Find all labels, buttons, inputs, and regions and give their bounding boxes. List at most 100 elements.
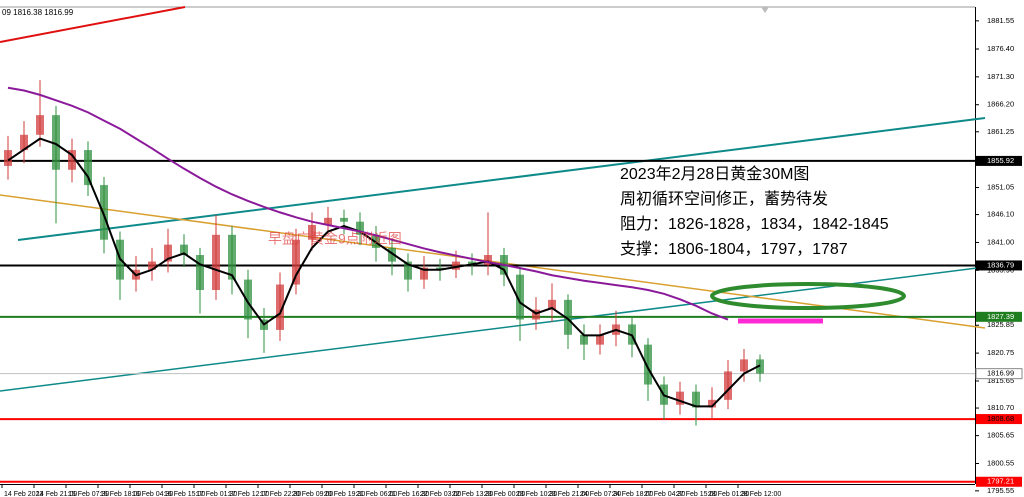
candle-body <box>548 299 556 310</box>
x-tick-label: 23 Feb 00:00 <box>484 491 525 497</box>
candle-body <box>308 224 316 240</box>
candle-body <box>36 115 44 135</box>
y-tick-label: 1810.70 <box>987 403 1014 412</box>
trend-line <box>0 6 186 43</box>
y-tick-label: 1861.25 <box>987 127 1014 136</box>
y-tick-label: 1825.85 <box>987 320 1014 329</box>
candle-body <box>388 247 396 262</box>
channel-line <box>0 266 986 392</box>
price-level-label: 1808.68 <box>987 414 1014 423</box>
price-level-tag <box>976 414 1022 425</box>
y-tick-label: 1795.55 <box>987 486 1014 495</box>
x-tick-label: 14 Feb 21:00 <box>36 491 77 497</box>
candle-body <box>516 274 524 320</box>
candle-body <box>68 150 76 170</box>
x-tick-label: 24 Feb 18:00 <box>612 491 653 497</box>
x-tick-label: 27 Feb 04:30 <box>644 491 685 497</box>
price-level-label: 1855.92 <box>987 156 1014 165</box>
x-tick-label: 23 Feb 10:30 <box>516 491 557 497</box>
x-tick-label: 20 Feb 09:00 <box>292 491 333 497</box>
shift-marker <box>761 7 769 13</box>
candle-body <box>212 234 220 290</box>
price-level-tag <box>976 311 1022 322</box>
plot <box>0 80 975 483</box>
candle-body <box>484 255 492 265</box>
x-tick-label: 20 Feb 19:30 <box>324 491 365 497</box>
candle-body <box>4 150 12 166</box>
candle-body <box>564 299 572 335</box>
candle-body <box>676 391 684 405</box>
y-tick-label: 1805.65 <box>987 431 1014 440</box>
y-tick-label: 1800.55 <box>987 458 1014 467</box>
x-tick-label: 16 Feb 15:00 <box>164 491 205 497</box>
x-tick-label: 24 Feb 07:30 <box>580 491 621 497</box>
price-level-tag <box>975 368 1023 380</box>
annotation-line: 2023年2月28日黄金30M图 <box>620 165 809 183</box>
price-level-label: 1816.99 <box>987 369 1014 378</box>
candle-body <box>692 391 700 408</box>
annotation-line: 周初循环空间修正，蓄势待发 <box>620 190 828 208</box>
x-tick-label: 15 Feb 07:30 <box>68 491 109 497</box>
candle-body <box>52 115 60 170</box>
y-tick-label: 1881.55 <box>987 16 1014 25</box>
x-tick-label: 28 Feb 01:30 <box>708 491 749 497</box>
price-level-tag <box>976 260 1022 271</box>
y-tick-label: 1866.20 <box>987 100 1014 109</box>
y-tick-label: 1846.10 <box>987 210 1014 219</box>
candle-body <box>340 217 348 222</box>
y-tick-label: 1815.65 <box>987 376 1014 385</box>
price-level-label: 1836.79 <box>987 260 1014 269</box>
x-tick-label: 17 Feb 22:30 <box>260 491 301 497</box>
candle-body <box>148 261 156 270</box>
x-tick-label: 17 Feb 01:30 <box>196 491 237 497</box>
x-tick-label: 16 Feb 04:30 <box>132 491 173 497</box>
ohlc-header: 09 1816.38 1816.99 <box>2 8 74 17</box>
x-tick-label: 28 Feb 12:00 <box>740 491 781 497</box>
candle-body <box>644 344 652 385</box>
price-level-label: 1797.21 <box>987 477 1014 486</box>
candle-body <box>196 255 204 290</box>
moving-average <box>7 86 729 321</box>
price-level-label: 1827.39 <box>987 312 1014 321</box>
y-tick-label: 1841.00 <box>987 237 1014 246</box>
candle-body <box>244 279 252 320</box>
candle-body <box>324 217 332 225</box>
x-tick-label: 22 Feb 03:00 <box>420 491 461 497</box>
candle-body <box>580 334 588 345</box>
price-level-tag <box>976 476 1022 487</box>
y-tick-label: 1820.75 <box>987 348 1014 357</box>
candle-body <box>84 150 92 186</box>
x-tick-label: 21 Feb 06:00 <box>356 491 397 497</box>
candle-body <box>596 334 604 345</box>
x-tick-label: 15 Feb 18:00 <box>100 491 141 497</box>
highlight-ellipse <box>710 282 906 310</box>
y-tick-label: 1876.40 <box>987 44 1014 53</box>
candle-body <box>292 239 300 285</box>
candle-body <box>724 371 732 400</box>
x-tick-label: 23 Feb 21:00 <box>548 491 589 497</box>
candle-body <box>420 267 428 280</box>
candle-body <box>404 261 412 280</box>
y-tick-label: 1851.05 <box>987 183 1014 192</box>
x-tick-label: 27 Feb 15:00 <box>676 491 717 497</box>
trend-line <box>0 194 986 329</box>
watermark: 早盘广黄金9点附近图 <box>268 231 402 247</box>
candle-body <box>356 221 364 235</box>
candle-body <box>436 267 444 270</box>
candle-body <box>532 309 540 320</box>
candle-body <box>164 244 172 262</box>
annotation-line: 阻力：1826-1828，1834，1842-1845 <box>620 215 889 233</box>
candle-body <box>468 261 476 265</box>
candle-body <box>20 134 28 151</box>
x-tick-label: 22 Feb 13:30 <box>452 491 493 497</box>
x-tick-label: 21 Feb 16:30 <box>388 491 429 497</box>
candle-body <box>708 399 716 408</box>
price-level-tag <box>976 155 1022 166</box>
candle-body <box>740 359 748 372</box>
annotation-line: 支撑：1806-1804，1797，1787 <box>620 240 848 258</box>
x-tick-label: 17 Feb 12:00 <box>228 491 269 497</box>
candle-body <box>100 185 108 240</box>
